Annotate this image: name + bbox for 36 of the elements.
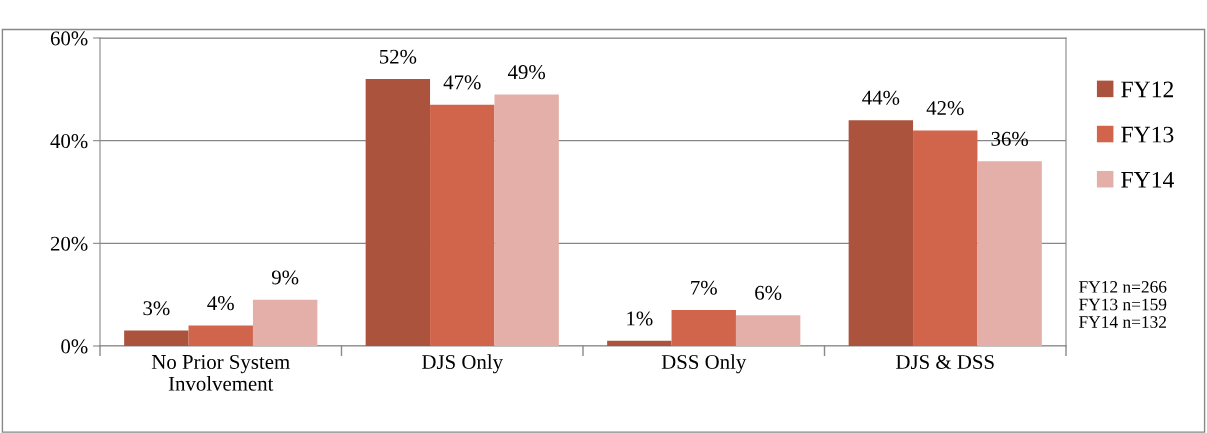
legend-label: FY13 (1121, 126, 1174, 143)
y-tick-label: 60% (50, 31, 88, 46)
legend-label: FY14 (1121, 171, 1174, 188)
data-label: 52% (379, 49, 417, 64)
bar (494, 94, 559, 346)
bar (848, 120, 914, 346)
data-label: 49% (507, 65, 546, 80)
data-label: 4% (207, 296, 234, 311)
bar (365, 79, 431, 346)
bar (671, 310, 736, 346)
y-tick-label: 20% (50, 236, 88, 251)
data-label: 44% (862, 90, 900, 105)
bar (977, 161, 1042, 346)
data-label: 1% (627, 311, 653, 326)
x-tick-label: DSS Only (661, 354, 747, 374)
text: FY12 n=266 FY13 n=159 FY14 n=132 (1079, 281, 1167, 328)
bar (913, 130, 978, 346)
bar (607, 340, 672, 346)
data-label: 3% (143, 301, 170, 316)
bar (188, 325, 253, 346)
y-tick-label: 0% (61, 339, 88, 354)
x-tick-label: DJS Only (422, 354, 503, 374)
legend-label: FY12 (1121, 81, 1174, 98)
data-label: 47% (443, 75, 481, 90)
data-label: 42% (926, 101, 964, 116)
bar (430, 104, 495, 346)
bar (735, 315, 801, 346)
y-tick-label: 40% (50, 134, 88, 149)
data-label: 6% (755, 285, 782, 300)
bar (252, 299, 318, 346)
data-label: 7% (691, 280, 717, 295)
x-tick-label: DJS & DSS (896, 354, 994, 369)
bar (124, 330, 189, 346)
data-label: 9% (271, 270, 299, 285)
x-tick-label: No Prior System Involvement (151, 354, 290, 391)
data-label: 36% (991, 131, 1029, 146)
